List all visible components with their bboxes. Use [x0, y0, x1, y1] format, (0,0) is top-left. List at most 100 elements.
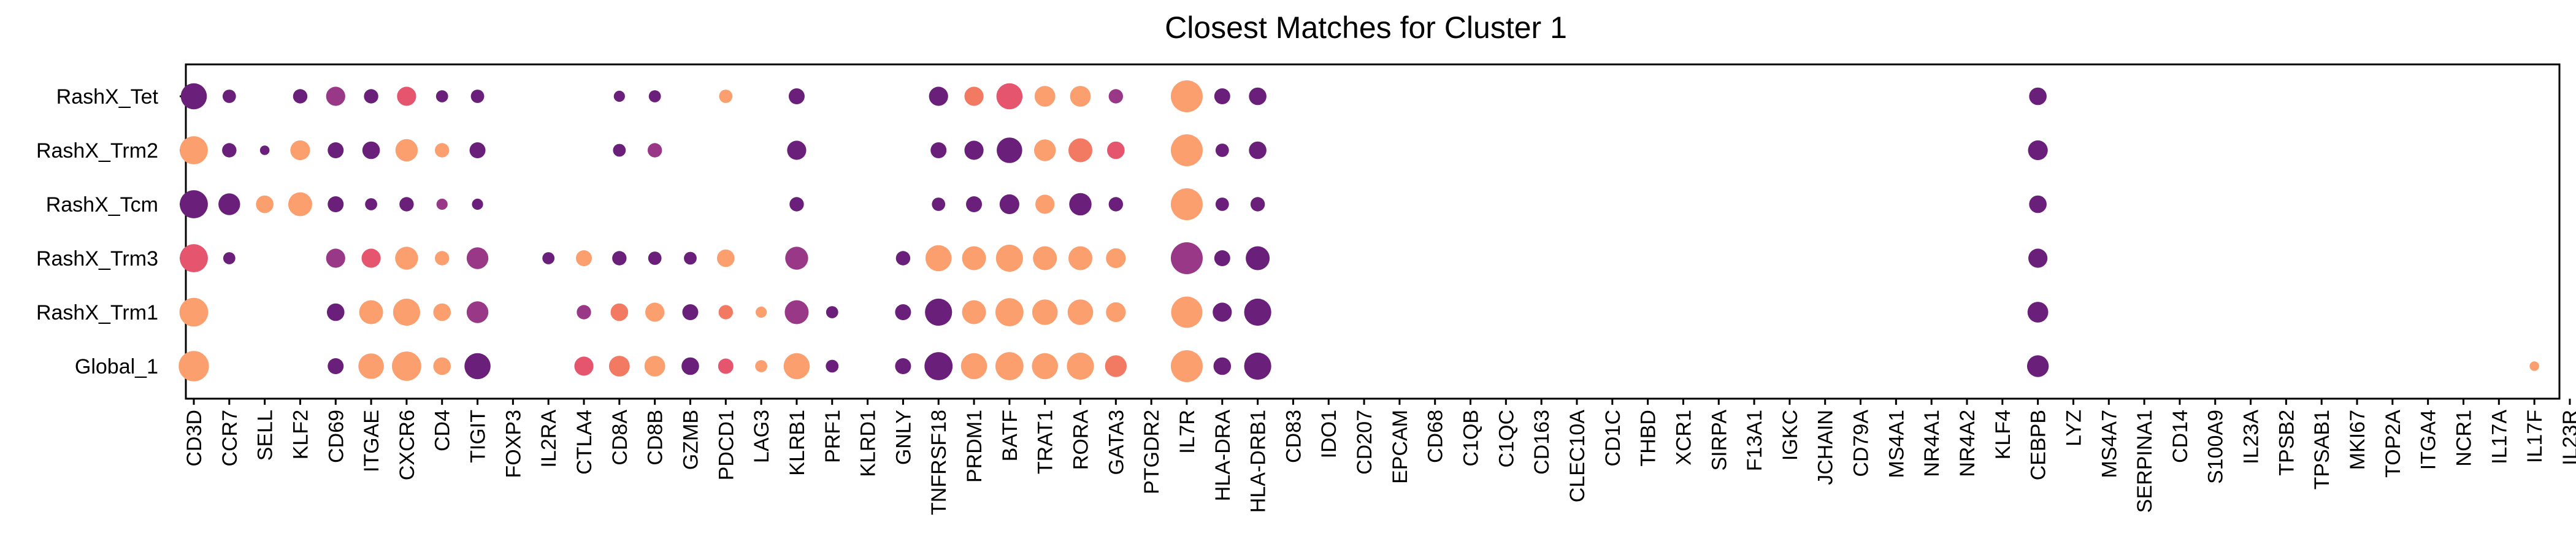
- dot: [466, 247, 489, 269]
- dot: [996, 83, 1023, 110]
- column-label: CD163: [1530, 410, 1554, 475]
- dot: [1107, 141, 1125, 159]
- dot: [964, 86, 984, 106]
- dot: [1033, 139, 1056, 161]
- dot: [399, 197, 414, 212]
- column-label: LAG3: [750, 410, 773, 463]
- dot: [1068, 138, 1092, 163]
- dot: [924, 352, 953, 380]
- column-label: IL17A: [2488, 410, 2511, 464]
- dot: [1249, 141, 1267, 159]
- dot: [218, 193, 240, 215]
- row-label: RashX_Tet: [56, 85, 159, 109]
- dot: [1215, 197, 1229, 211]
- dot: [180, 190, 208, 218]
- column-label: JCHAIN: [1814, 410, 1838, 485]
- dot: [613, 90, 625, 102]
- column-label: XCR1: [1672, 410, 1695, 466]
- column-label: CCR7: [218, 410, 242, 467]
- column-label: S100A9: [2204, 410, 2228, 484]
- dot: [1106, 302, 1126, 323]
- dot: [2029, 87, 2047, 105]
- column-label: CD83: [1282, 410, 1305, 463]
- column-label: CTLA4: [573, 410, 596, 475]
- dot: [1214, 88, 1230, 104]
- dot: [1213, 357, 1232, 375]
- dot: [469, 142, 486, 158]
- row-label: RashX_Tcm: [46, 193, 158, 217]
- dot: [1108, 197, 1124, 212]
- column-label: C1QC: [1495, 410, 1518, 467]
- column-label: EPCAM: [1389, 410, 1412, 484]
- dot: [612, 251, 627, 266]
- dot: [826, 359, 839, 373]
- column-label: GNLY: [892, 410, 915, 465]
- dot: [259, 145, 270, 155]
- dot: [2026, 355, 2049, 377]
- dot: [1213, 302, 1232, 322]
- dot: [392, 351, 421, 381]
- dot: [966, 196, 983, 212]
- column-label: CD1C: [1601, 410, 1625, 467]
- dot: [718, 305, 734, 320]
- dot: [433, 357, 451, 375]
- row-label: Global_1: [75, 355, 158, 378]
- column-label: IL23R: [2559, 410, 2576, 466]
- column-label: KLRD1: [857, 410, 880, 477]
- dot: [960, 353, 987, 380]
- dot: [995, 298, 1024, 326]
- dot: [328, 196, 344, 212]
- dots: [178, 80, 2539, 382]
- column-label: CXCR6: [396, 410, 419, 480]
- column-labels: CD3D CCR7 SELL KLF2 CD69 ITGAE CXCR6 CD4 TIGIT FO…: [183, 410, 2576, 515]
- column-label: CD207: [1353, 410, 1376, 475]
- dot: [788, 88, 805, 104]
- column-label: SERPINA1: [2133, 410, 2156, 513]
- dot: [783, 353, 810, 380]
- column-label: IDO1: [1317, 410, 1341, 458]
- column-label: BATF: [999, 410, 1022, 461]
- dot: [2027, 302, 2049, 323]
- dot: [756, 306, 767, 318]
- column-label: TPSB2: [2275, 410, 2298, 476]
- dot: [435, 143, 450, 158]
- dot: [613, 144, 626, 157]
- dot: [784, 300, 809, 324]
- column-label: THBD: [1637, 410, 1660, 467]
- column-label: PTGDR2: [1140, 410, 1163, 494]
- chart-title: Closest Matches for Cluster 1: [1165, 10, 1567, 45]
- row-label: RashX_Trm2: [36, 139, 158, 163]
- dot: [1033, 246, 1057, 270]
- dot: [826, 306, 838, 318]
- dot: [2529, 361, 2539, 371]
- dot: [395, 247, 418, 270]
- dot: [359, 300, 383, 324]
- column-label: HLA-DRB1: [1247, 410, 1270, 513]
- dot: [1067, 352, 1094, 380]
- dot: [361, 248, 381, 268]
- dot: [1035, 194, 1055, 214]
- dot: [472, 198, 483, 210]
- dot: [1170, 134, 1203, 166]
- column-label: IL23A: [2240, 410, 2263, 464]
- column-label: ITGAE: [360, 410, 383, 472]
- dot: [222, 143, 237, 158]
- dot: [647, 143, 662, 158]
- dot: [328, 142, 344, 158]
- dot: [1170, 188, 1203, 220]
- dot: [1108, 89, 1124, 104]
- dot: [178, 351, 209, 381]
- column-label: C1QB: [1460, 410, 1483, 467]
- dot: [326, 248, 345, 268]
- column-label: CD14: [2169, 410, 2192, 463]
- dot: [577, 305, 591, 320]
- column-label: PRF1: [821, 410, 845, 463]
- column-label: TPSAB1: [2310, 410, 2334, 489]
- column-label: RORA: [1070, 410, 1093, 470]
- column-label: PRDM1: [963, 410, 986, 483]
- dot: [719, 90, 733, 103]
- dot: [644, 356, 665, 377]
- dot: [684, 251, 697, 265]
- dot: [962, 300, 986, 324]
- dot: [895, 251, 911, 266]
